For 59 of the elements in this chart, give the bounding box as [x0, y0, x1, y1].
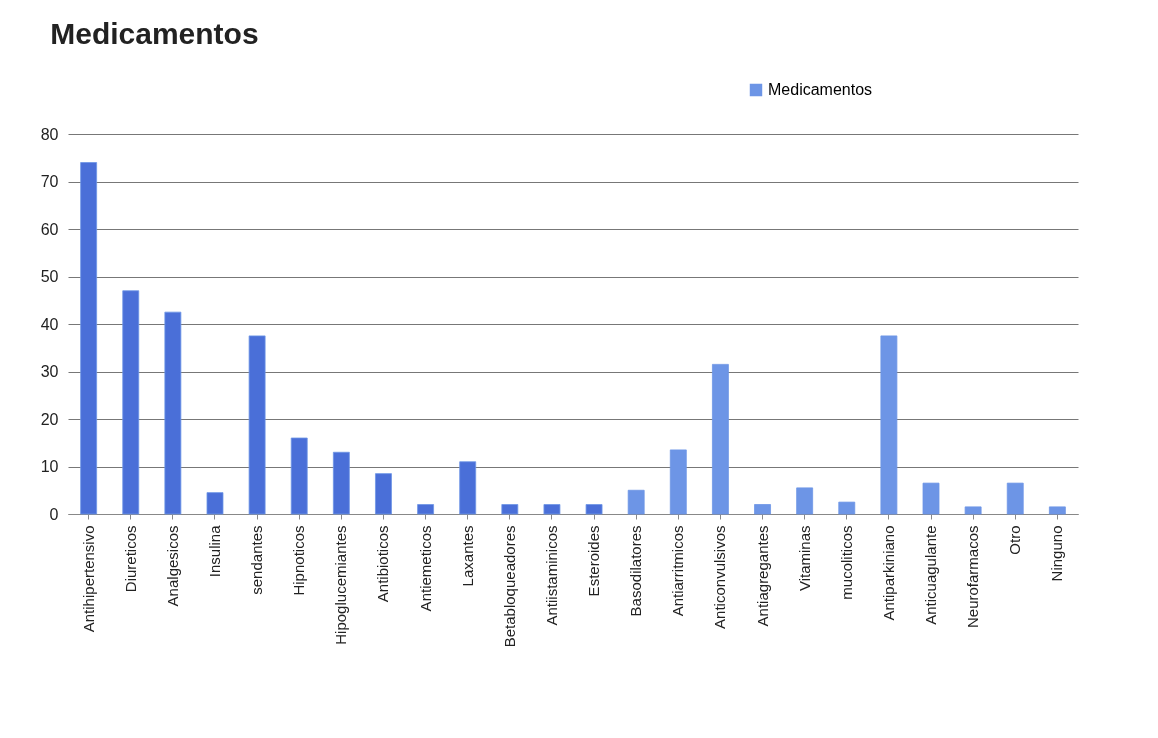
- x-tick-label: sendantes: [248, 525, 266, 595]
- x-tick-label: Vitaminas: [795, 525, 813, 592]
- bar: [375, 473, 392, 515]
- bar: [669, 449, 687, 515]
- bar: [332, 451, 350, 515]
- bar: [248, 335, 266, 515]
- bar: [585, 504, 603, 515]
- bar: [754, 504, 771, 515]
- x-tick-label: Otro: [1006, 525, 1024, 555]
- x-tick-label: Anticuagulante: [922, 525, 940, 625]
- x-tick-label: Laxantes: [458, 525, 476, 587]
- y-tick-label: 30: [40, 363, 59, 380]
- x-tick-label: Ninguno: [1048, 525, 1066, 582]
- x-tick-label: Antiistaminicos: [542, 525, 560, 626]
- bar: [1006, 482, 1024, 515]
- y-tick-label: 10: [40, 458, 59, 475]
- bar: [206, 492, 224, 515]
- y-tick-label: 50: [40, 268, 59, 285]
- bar: [796, 487, 814, 515]
- bar: [164, 311, 182, 515]
- x-tick-label: Analgesicos: [163, 525, 181, 607]
- y-tick-label: 20: [40, 410, 59, 428]
- y-tick-label: 40: [40, 315, 59, 333]
- x-tick-label: Antiagregantes: [753, 525, 771, 627]
- bar: [922, 482, 940, 515]
- x-tick-label: Anticonvulsivos: [711, 525, 729, 629]
- x-tick-label: Antibioticos: [374, 525, 392, 603]
- x-tick-label: Antiemeticos: [416, 525, 434, 612]
- x-tick-label: Neurofarmacos: [964, 525, 982, 629]
- x-tick-label: Hipnoticos: [290, 525, 308, 596]
- bar: [459, 461, 477, 515]
- x-tick-label: Basodilatores: [627, 525, 645, 617]
- bar: [627, 489, 645, 515]
- bar: [880, 335, 898, 515]
- y-tick-label: 0: [49, 505, 59, 523]
- x-tick-label: Insulina: [205, 524, 223, 578]
- x-tick-label: mucoliticos: [837, 525, 855, 600]
- bar: [543, 504, 561, 515]
- x-tick-label: Hipoglucemiantes: [332, 525, 350, 645]
- bar: [712, 363, 729, 515]
- x-tick-label: Diureticos: [121, 525, 139, 593]
- bar: [80, 162, 98, 515]
- x-tick-label: Antiarritmicos: [669, 525, 687, 617]
- x-tick-label: Antiparkiniano: [879, 525, 897, 621]
- bar: [290, 437, 308, 515]
- bar: [417, 504, 434, 515]
- y-tick-label: 80: [40, 125, 59, 143]
- bar: [501, 504, 519, 515]
- bar: [1048, 506, 1066, 515]
- x-tick-label: Betabloqueadores: [500, 525, 518, 648]
- x-tick-label: Antihipertensivo: [79, 525, 97, 633]
- y-tick-label: 60: [40, 220, 59, 238]
- bar: [122, 290, 140, 515]
- legend-label: Medicamentos: [768, 81, 873, 98]
- bar: [964, 506, 982, 515]
- x-tick-label: Esteroides: [585, 525, 603, 597]
- chart-title: Medicamentos: [50, 17, 259, 50]
- y-tick-label: 70: [40, 173, 59, 190]
- bar: [838, 501, 856, 515]
